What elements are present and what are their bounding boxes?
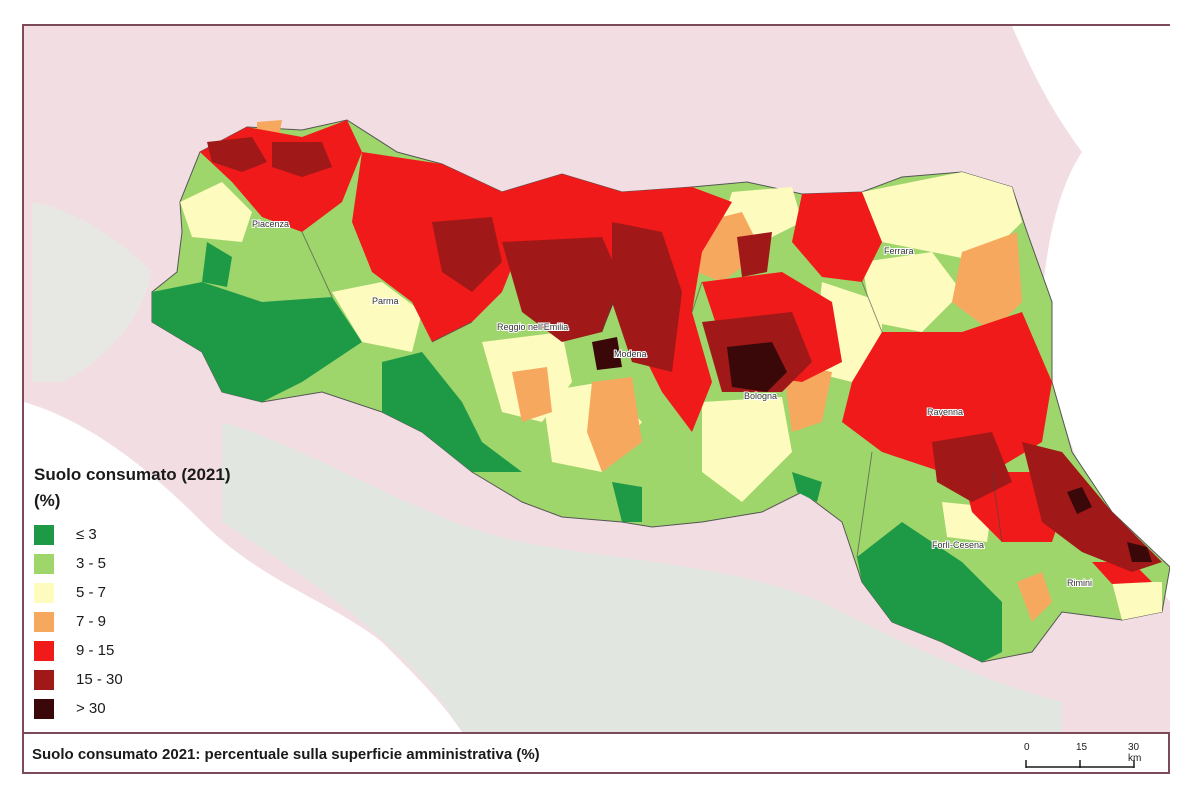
zone-7-9 — [1017, 572, 1052, 622]
legend-swatch — [34, 698, 54, 719]
city-label-ravenna: Ravenna — [927, 407, 963, 417]
zone-15-30 — [737, 232, 772, 277]
city-label-parma: Parma — [372, 296, 399, 306]
legend-row: ≤ 3 — [34, 520, 230, 549]
legend-swatch — [34, 553, 54, 574]
legend-row: 7 - 9 — [34, 607, 230, 636]
legend-swatch — [34, 524, 54, 545]
zone-le3 — [857, 522, 1002, 662]
legend-swatch — [34, 611, 54, 632]
scale-tick-15: 15 — [1076, 742, 1088, 753]
zone-15-30 — [432, 217, 502, 292]
adriatic-sea — [1012, 26, 1170, 602]
zone-9-15 — [792, 192, 882, 282]
legend-row: > 30 — [34, 694, 230, 723]
zone-15-30 — [272, 142, 332, 177]
legend-swatch — [34, 669, 54, 690]
zone-le3 — [202, 242, 232, 287]
legend-label: 3 - 5 — [76, 555, 107, 572]
zone-5-7 — [862, 172, 1022, 262]
legend-row: 15 - 30 — [34, 665, 230, 694]
zone-9-15 — [842, 312, 1052, 472]
legend-row: 3 - 5 — [34, 549, 230, 578]
zone-5-7 — [702, 397, 792, 502]
scale-tick-30: 30 km — [1128, 742, 1142, 764]
legend: Suolo consumato (2021) (%) ≤ 3 3 - 5 5 - 7… — [34, 462, 230, 723]
zone-gt30 — [1067, 487, 1092, 514]
legend-swatch — [34, 582, 54, 603]
legend-row: 9 - 15 — [34, 636, 230, 665]
zone-15-30 — [502, 237, 622, 342]
legend-title-line2: (%) — [34, 491, 61, 510]
zone-5-7 — [332, 282, 422, 352]
tuscany-region — [222, 422, 1062, 732]
zone-7-9 — [512, 367, 552, 422]
zone-15-30 — [612, 222, 682, 372]
legend-label: 9 - 15 — [76, 642, 115, 659]
province-borders — [301, 231, 1003, 558]
zone-15-30 — [207, 137, 267, 172]
zone-5-7 — [180, 182, 252, 242]
city-label-rimini: Rimini — [1067, 578, 1092, 588]
legend-title-line1: Suolo consumato (2021) — [34, 465, 231, 484]
zone-gt30 — [1127, 542, 1152, 562]
choropleth-map[interactable]: Piacenza Parma Reggio nell'Emilia Modena… — [24, 26, 1170, 732]
scale-bar: 0 15 30 km — [1024, 740, 1144, 774]
city-label-ferrara: Ferrara — [884, 246, 914, 256]
map-caption: Suolo consumato 2021: percentuale sulla … — [32, 746, 540, 763]
footer-bar: Suolo consumato 2021: percentuale sulla … — [22, 732, 1170, 774]
legend-label: ≤ 3 — [76, 526, 97, 543]
legend-swatch — [34, 640, 54, 661]
scale-tick-0: 0 — [1024, 742, 1030, 753]
legend-rows: ≤ 3 3 - 5 5 - 7 7 - 9 9 - 15 15 - 30 > 30 — [34, 520, 230, 723]
zone-7-9 — [952, 232, 1022, 332]
zone-le3 — [382, 352, 522, 472]
legend-row: 5 - 7 — [34, 578, 230, 607]
city-label-reggio: Reggio nell'Emilia — [497, 322, 568, 332]
city-label-piacenza: Piacenza — [252, 219, 289, 229]
liguria-region — [32, 202, 152, 382]
map-frame: Piacenza Parma Reggio nell'Emilia Modena… — [22, 24, 1170, 774]
zone-5-7 — [1112, 582, 1162, 620]
city-label-bologna: Bologna — [744, 391, 777, 401]
zone-15-30 — [932, 432, 1012, 502]
city-label-forli: Forlì-Cesena — [932, 540, 984, 550]
zone-le3 — [612, 482, 642, 522]
legend-label: 15 - 30 — [76, 671, 123, 688]
tyrrhenian-sea — [24, 402, 462, 732]
city-label-modena: Modena — [614, 349, 647, 359]
zone-5-7 — [862, 252, 962, 332]
zone-gt30 — [592, 337, 622, 370]
legend-label: 5 - 7 — [76, 584, 107, 601]
zone-7-9 — [587, 377, 642, 472]
zone-le3 — [792, 472, 822, 502]
zone-le3 — [152, 282, 362, 402]
zone-gt30 — [727, 342, 787, 392]
legend-title: Suolo consumato (2021) (%) — [34, 462, 230, 514]
legend-label: 7 - 9 — [76, 613, 107, 630]
scale-line — [1025, 760, 1135, 768]
legend-label: > 30 — [76, 700, 106, 717]
